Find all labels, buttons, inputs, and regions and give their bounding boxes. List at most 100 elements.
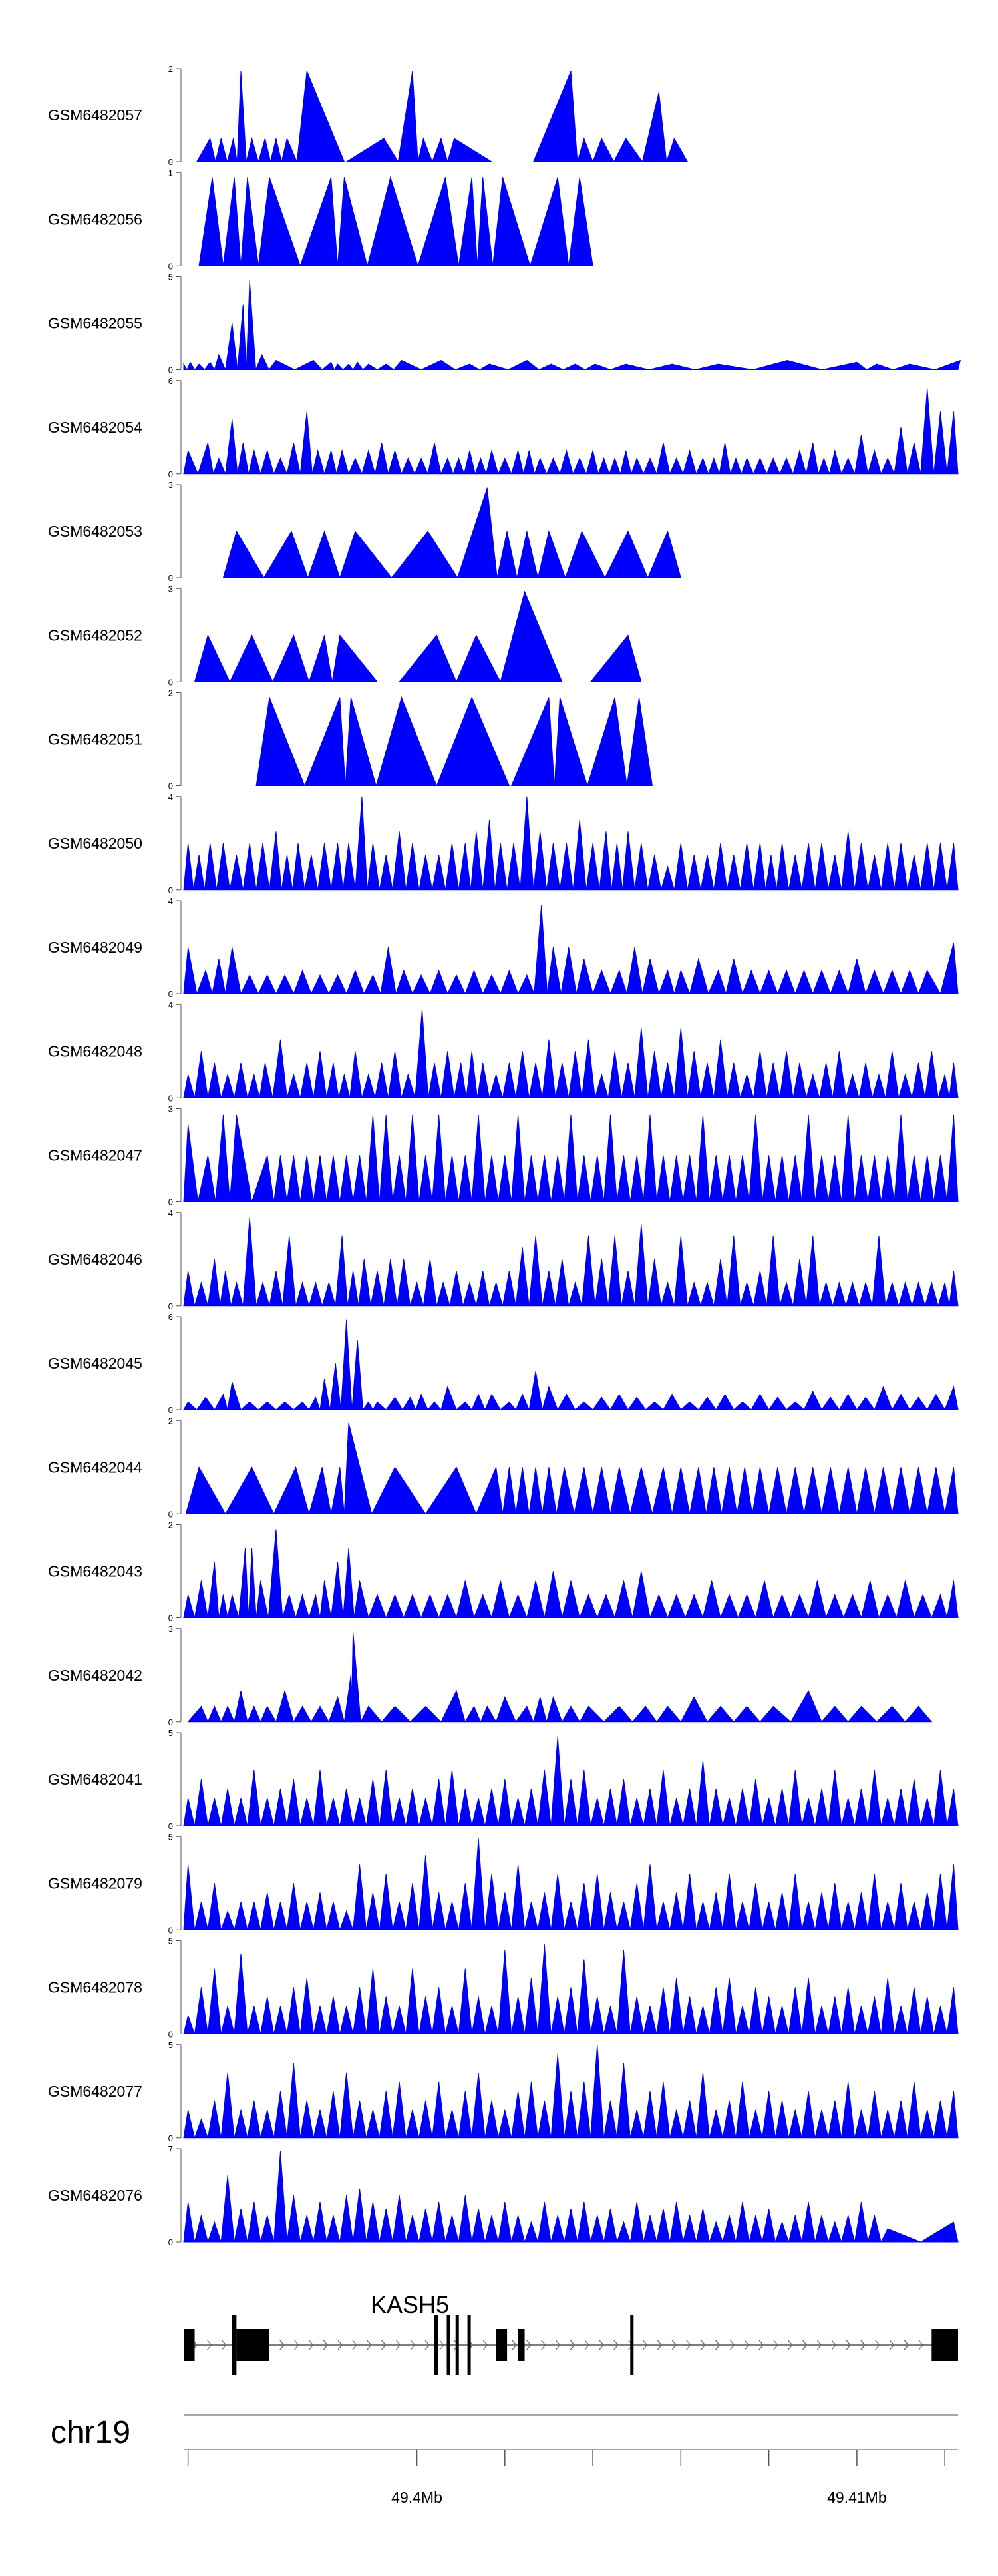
coverage-peak	[581, 1235, 595, 1307]
coverage-peak	[194, 1281, 209, 1307]
coverage-peak	[766, 1062, 780, 1098]
coverage-peak	[550, 1155, 565, 1202]
coverage-peak	[275, 1689, 294, 1723]
coverage-peak	[456, 1580, 475, 1618]
coverage-peak	[275, 1401, 295, 1410]
coverage-peak	[484, 2006, 499, 2034]
y-tick-label-max: 4	[168, 1208, 173, 1218]
y-tick-label-zero: 0	[168, 365, 173, 375]
coverage-peak	[801, 1978, 816, 2034]
coverage-peak	[351, 1339, 364, 1410]
y-tick-label-max: 5	[168, 2040, 173, 2050]
track-label: GSM6482045	[48, 1355, 142, 1372]
coverage-peak	[351, 1631, 361, 1723]
coverage-peak	[498, 457, 512, 475]
coverage-peak	[520, 796, 534, 891]
coverage-peak	[603, 1892, 617, 1930]
coverage-peak	[577, 1959, 591, 2034]
coverage-peak	[774, 1892, 789, 1930]
coverage-peak	[372, 1401, 387, 1410]
coverage-peak	[572, 819, 587, 891]
coverage-peak	[733, 1705, 761, 1723]
coverage-peak	[234, 2208, 248, 2243]
coverage-peak	[371, 1466, 426, 1514]
coverage-peak	[499, 1401, 517, 1410]
coverage-peak	[452, 457, 465, 475]
coverage-peak	[682, 2215, 697, 2243]
strand-arrow	[584, 2340, 589, 2350]
coverage-peak	[260, 449, 275, 475]
coverage-peak	[343, 1548, 355, 1618]
coverage-peak	[722, 2100, 737, 2139]
coverage-peak	[825, 1594, 844, 1618]
coverage-peak	[358, 1259, 371, 1307]
coverage-peak	[776, 843, 789, 891]
coverage-peak	[326, 1996, 341, 2034]
coverage-peak	[260, 1892, 275, 1930]
coverage-peak	[671, 1467, 691, 1514]
coverage-peak	[342, 363, 354, 370]
coverage-peak	[326, 1155, 341, 1202]
coverage-peak	[299, 177, 339, 266]
coverage-peak	[502, 1467, 516, 1514]
coverage-peak	[629, 1467, 653, 1514]
coverage-peak	[268, 359, 295, 370]
coverage-peak	[621, 1062, 635, 1098]
coverage-peak	[917, 969, 941, 994]
coverage-peak	[596, 1594, 615, 1618]
coverage-peak	[788, 1769, 802, 1826]
strand-arrow	[904, 2340, 910, 2350]
coverage-peak	[237, 304, 247, 370]
coverage-peak	[197, 442, 214, 475]
strand-arrow	[729, 2340, 735, 2350]
coverage-peak	[867, 1155, 882, 1202]
strand-arrow	[512, 2340, 517, 2350]
coverage-peak	[401, 1073, 416, 1098]
coverage-peak	[511, 1996, 526, 2034]
coverage-peak	[700, 1062, 715, 1098]
coverage-peak	[476, 1466, 504, 1514]
coverage-peak	[511, 1864, 526, 1930]
coverage-peak	[432, 1779, 446, 1826]
coverage-peak	[695, 457, 709, 475]
strand-arrow	[395, 2340, 401, 2350]
coverage-peak	[774, 1788, 789, 1826]
y-tick-label-max: 3	[168, 1624, 173, 1634]
coverage-peak	[616, 1779, 631, 1826]
y-tick-label-max: 5	[168, 1936, 173, 1946]
coverage-peak	[768, 1467, 787, 1514]
coverage-peak	[409, 1705, 442, 1723]
gene-exon	[232, 2315, 237, 2375]
coverage-peak	[476, 177, 494, 266]
coverage-peak	[353, 1864, 367, 1930]
coverage-peak	[687, 1051, 701, 1098]
coverage-peak	[215, 138, 228, 162]
coverage-peak	[695, 363, 753, 370]
coverage-peak	[828, 855, 842, 891]
coverage-peak	[801, 843, 816, 891]
coverage-peak	[498, 1155, 512, 1202]
coverage-peak	[286, 1073, 301, 1098]
coverage-peak	[234, 1690, 248, 1723]
coverage-peak	[412, 974, 431, 994]
coverage-peak	[237, 443, 250, 475]
coverage-peak	[900, 969, 919, 994]
coverage-peak	[721, 1467, 738, 1514]
coverage-peak	[660, 1062, 675, 1098]
coverage-peak	[471, 1996, 486, 2034]
coverage-peak	[610, 363, 649, 370]
coverage-peak	[673, 1028, 688, 1098]
coverage-peak	[229, 855, 244, 891]
coverage-peak	[456, 634, 502, 682]
y-tick-label-zero: 0	[168, 157, 173, 167]
coverage-peak	[187, 1705, 209, 1723]
coverage-peak	[619, 450, 632, 475]
coverage-peak	[432, 1892, 446, 1930]
coverage-peak	[933, 1155, 948, 1202]
coverage-peak	[772, 1594, 792, 1618]
coverage-peak	[616, 1902, 631, 1930]
coverage-peak	[530, 177, 570, 266]
coverage-peak	[418, 2100, 433, 2139]
coverage-peak	[709, 1892, 723, 1930]
coverage-peak	[523, 450, 536, 475]
